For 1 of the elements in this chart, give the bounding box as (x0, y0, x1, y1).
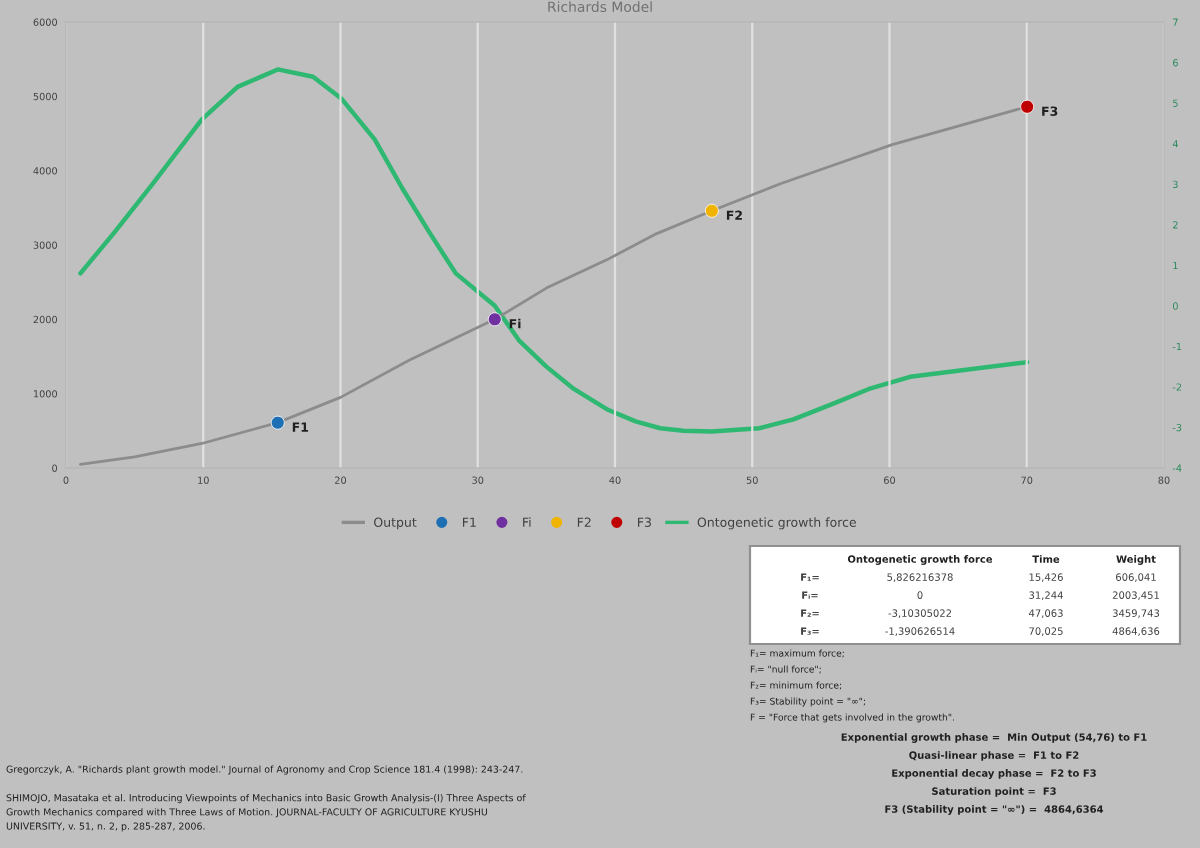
line-series (78, 67, 1030, 434)
